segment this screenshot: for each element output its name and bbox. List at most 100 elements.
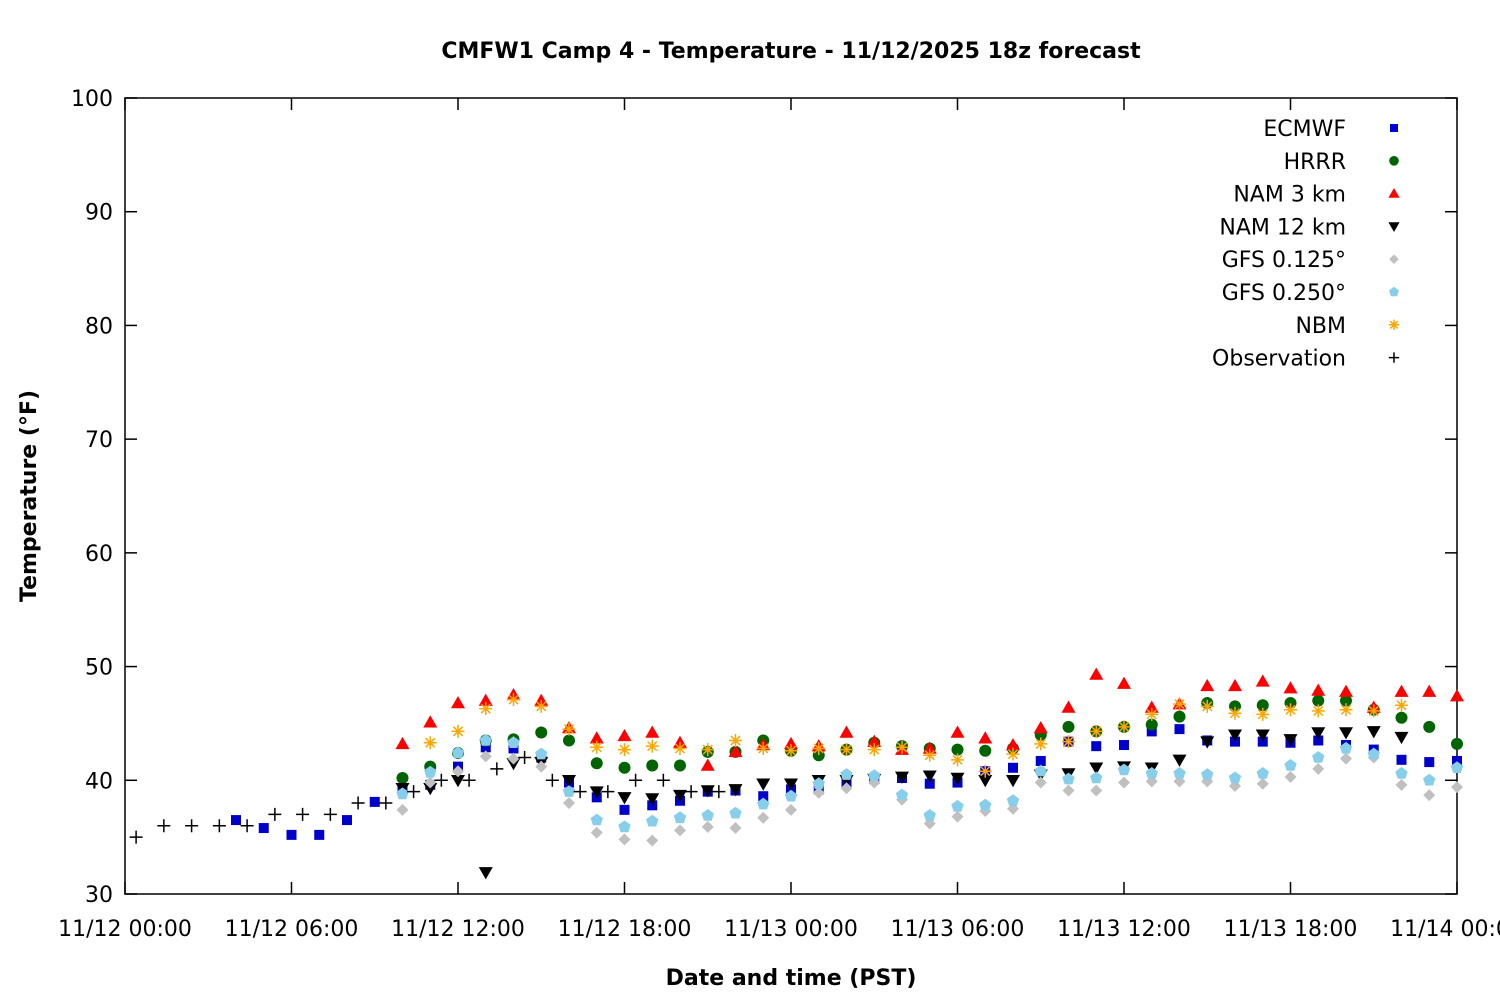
legend-marker-nam-3-km-icon: [1388, 188, 1400, 198]
data-point-nam-12-km: [1394, 731, 1409, 745]
data-point-nbm: [756, 741, 770, 755]
data-point-ecmwf: [1008, 762, 1018, 773]
data-point-nbm: [1284, 703, 1297, 717]
data-point-gfs-0-250: [535, 747, 548, 760]
data-point-observation: [601, 785, 615, 799]
data-point-nam-3-km: [1200, 678, 1215, 692]
data-point-observation: [462, 773, 476, 787]
data-point-hrrr: [1145, 718, 1158, 731]
data-point-nbm: [978, 764, 992, 778]
data-point-nam-3-km: [1311, 683, 1326, 696]
data-point-nam-12-km: [728, 784, 743, 797]
data-point-gfs-0-250: [1090, 771, 1103, 784]
data-point-ecmwf: [758, 791, 769, 802]
data-point-gfs-0-250: [1062, 772, 1075, 785]
y-axis: 30 40 50 60 70 80 90 100: [71, 87, 1457, 908]
data-point-observation: [296, 807, 310, 821]
legend-marker-gfs-0-250-icon: [1389, 286, 1399, 297]
data-point-gfs-0-250: [562, 785, 576, 797]
data-point-nbm: [701, 743, 715, 757]
data-point-gfs-0-250: [1034, 764, 1047, 777]
data-point-nam-3-km: [1450, 689, 1464, 702]
data-point-nam-3-km: [617, 728, 632, 742]
data-point-hrrr: [535, 726, 548, 739]
data-point-nam-12-km: [1006, 775, 1020, 788]
data-point-gfs-0-250: [868, 769, 881, 781]
data-point-gfs-0-250: [1284, 759, 1297, 771]
data-point-hrrr: [590, 757, 603, 770]
data-point-nam-3-km: [451, 695, 465, 709]
data-point-nam-3-km: [1117, 676, 1131, 689]
data-point-gfs-0-125: [424, 776, 437, 789]
data-point-observation: [684, 785, 698, 799]
data-point-nam-12-km: [478, 867, 493, 880]
data-point-observation: [129, 830, 143, 844]
data-point-nam-12-km: [1366, 726, 1381, 739]
data-point-ecmwf: [1119, 740, 1129, 751]
data-point-nbm: [1200, 699, 1214, 713]
data-series: [129, 667, 1464, 880]
data-point-hrrr: [618, 761, 631, 774]
data-point-gfs-0-250: [1006, 794, 1020, 806]
data-point-nam-12-km: [895, 771, 909, 784]
data-point-nam-3-km: [395, 736, 410, 750]
data-point-nam-12-km: [922, 770, 937, 783]
data-point-nam-12-km: [1228, 729, 1242, 742]
data-point-gfs-0-250: [1423, 773, 1436, 786]
data-point-nam-3-km: [1006, 738, 1020, 751]
data-point-gfs-0-125: [618, 833, 631, 846]
data-point-nbm: [562, 722, 576, 736]
data-point-nam-12-km: [1255, 729, 1270, 742]
data-point-gfs-0-250: [618, 820, 631, 833]
data-point-gfs-0-125: [1118, 776, 1130, 789]
data-point-nam-12-km: [1089, 762, 1104, 775]
data-point-gfs-0-250: [673, 811, 687, 824]
data-point-gfs-0-125: [701, 820, 714, 833]
data-point-gfs-0-250: [1228, 771, 1242, 784]
data-point-nam-3-km: [1228, 678, 1242, 692]
data-point-gfs-0-250: [1450, 761, 1464, 773]
data-point-observation: [490, 762, 504, 776]
data-point-nbm: [1228, 706, 1242, 720]
data-point-nam-12-km: [950, 772, 965, 786]
series-gfs-0-250: [396, 734, 1464, 833]
data-point-ecmwf: [258, 823, 269, 834]
data-point-nbm: [812, 741, 826, 755]
legend-label-gfs-0-250: GFS 0.250°: [1222, 281, 1346, 306]
series-nbm: [423, 693, 1408, 778]
data-point-nbm: [840, 743, 853, 757]
data-point-nbm: [1256, 707, 1270, 721]
legend: ECMWF HRRR NAM 3 km NAM 12 km GFS 0.125° GFS …: [1212, 117, 1400, 372]
data-point-nbm: [923, 748, 937, 762]
data-point-gfs-0-250: [1256, 767, 1269, 779]
data-point-gfs-0-125: [646, 834, 659, 847]
data-point-observation: [629, 773, 643, 787]
data-point-gfs-0-250: [479, 734, 492, 746]
data-point-hrrr: [674, 759, 686, 772]
data-point-ecmwf: [286, 829, 297, 840]
legend-label-nbm: NBM: [1295, 314, 1346, 339]
data-point-ecmwf: [1313, 735, 1324, 746]
data-point-nbm: [729, 733, 742, 747]
data-point-observation: [434, 773, 448, 787]
data-point-gfs-0-125: [729, 822, 742, 835]
x-tick-label: 11/12 00:00: [58, 917, 192, 942]
data-point-nbm: [423, 736, 437, 750]
data-point-nbm: [895, 740, 909, 754]
data-point-nam-3-km: [1033, 720, 1048, 734]
data-point-nam-12-km: [784, 778, 798, 791]
data-point-nam-3-km: [867, 734, 882, 747]
y-tick-label: 80: [85, 314, 113, 339]
y-axis-label: Temperature (°F): [17, 390, 42, 602]
data-point-gfs-0-250: [1395, 767, 1408, 779]
data-point-ecmwf: [1146, 726, 1157, 737]
y-tick-label: 90: [85, 201, 113, 226]
data-point-nbm: [1339, 703, 1353, 717]
x-tick-label: 11/12 06:00: [225, 917, 359, 942]
data-point-ecmwf: [314, 829, 325, 840]
data-point-gfs-0-250: [1339, 741, 1353, 754]
data-point-nam-3-km: [839, 725, 854, 738]
data-point-nam-3-km: [1061, 700, 1076, 713]
data-point-nam-3-km: [978, 731, 993, 744]
